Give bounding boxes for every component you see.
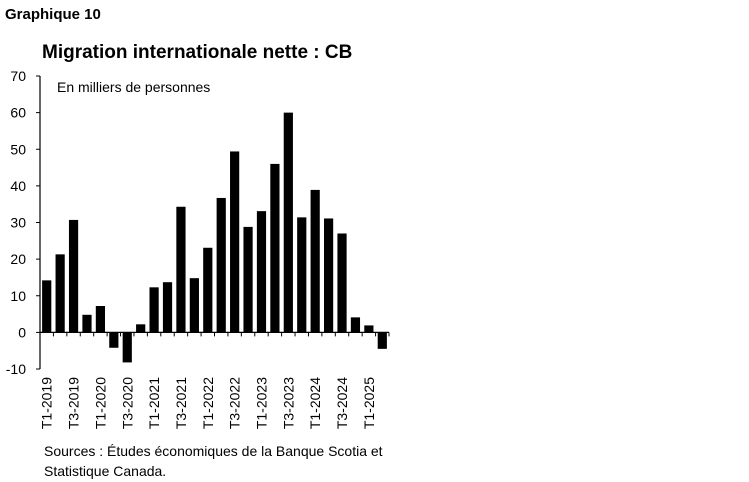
y-tick-label: 60 [10, 105, 26, 121]
y-tick-label: 30 [10, 215, 26, 231]
x-tick-label: T1-2024 [307, 377, 323, 429]
bar-T2-2022 [216, 197, 226, 333]
bar-T1-2024 [310, 189, 320, 333]
figure-label: Graphique 10 [5, 6, 101, 23]
y-tick-label: 70 [10, 68, 26, 84]
x-tick-label: T3-2024 [334, 377, 350, 429]
bar-T4-2023 [297, 217, 307, 333]
bar-T2-2023 [270, 163, 280, 333]
x-tick-label: T3-2021 [173, 377, 189, 429]
bar-T3-2020 [122, 332, 132, 363]
bar-T3-2019 [68, 219, 79, 333]
bar-T2-2020 [109, 332, 119, 348]
bar-T1-2022 [203, 247, 213, 333]
bars [42, 112, 387, 363]
bar-T3-2021 [176, 206, 186, 333]
x-axis: T1-2019 T3-2019 T1-2020 T3-2020 T1-2021 T3-20… [39, 331, 390, 429]
bar-T4-2024 [350, 317, 361, 333]
bar-T2-2019 [55, 254, 65, 333]
x-tick-label: T3-2022 [227, 377, 243, 429]
bar-T1-2020 [95, 306, 106, 333]
bar-T1-2021 [149, 287, 159, 333]
bar-T4-2019 [82, 314, 92, 333]
y-tick-label: 10 [10, 288, 26, 304]
unit-note: En milliers de personnes [57, 79, 210, 95]
y-tick-label: 20 [10, 251, 26, 267]
y-tick-label: 0 [18, 324, 26, 340]
chart-title: Migration internationale nette : CB [42, 42, 353, 63]
x-tick-label: T1-2021 [146, 377, 162, 429]
bar-T2-2021 [162, 282, 173, 333]
x-tick-label: T1-2022 [200, 377, 216, 429]
y-tick-label: 50 [10, 141, 26, 157]
x-tick-label: T3-2023 [280, 377, 296, 429]
bar-T3-2024 [337, 233, 347, 333]
bar-T2-2024 [323, 218, 334, 333]
bar-T3-2022 [230, 151, 240, 333]
y-axis: 70 60 50 40 30 20 10 0 -10 [6, 68, 41, 377]
x-tick-label: T1-2025 [361, 377, 377, 429]
y-tick-label: -10 [6, 361, 26, 377]
bar-T2-2025 [377, 332, 387, 349]
x-tick-label: T1-2023 [253, 377, 269, 429]
bar-T4-2020 [136, 324, 146, 333]
bar-T4-2022 [243, 226, 253, 333]
bar-T3-2023 [283, 112, 293, 333]
bar-T1-2023 [256, 211, 267, 333]
x-tick-label: T1-2019 [39, 377, 55, 429]
bar-T1-2025 [364, 325, 374, 333]
x-tick-label: T3-2020 [119, 377, 135, 429]
bar-T1-2019 [42, 280, 52, 333]
x-tick-label: T1-2020 [92, 377, 108, 429]
source-note: Sources : Études économiques de la Banqu… [44, 443, 383, 479]
bar-T4-2021 [189, 278, 199, 333]
x-tick-label: T3-2019 [66, 377, 82, 429]
y-tick-label: 40 [10, 178, 26, 194]
